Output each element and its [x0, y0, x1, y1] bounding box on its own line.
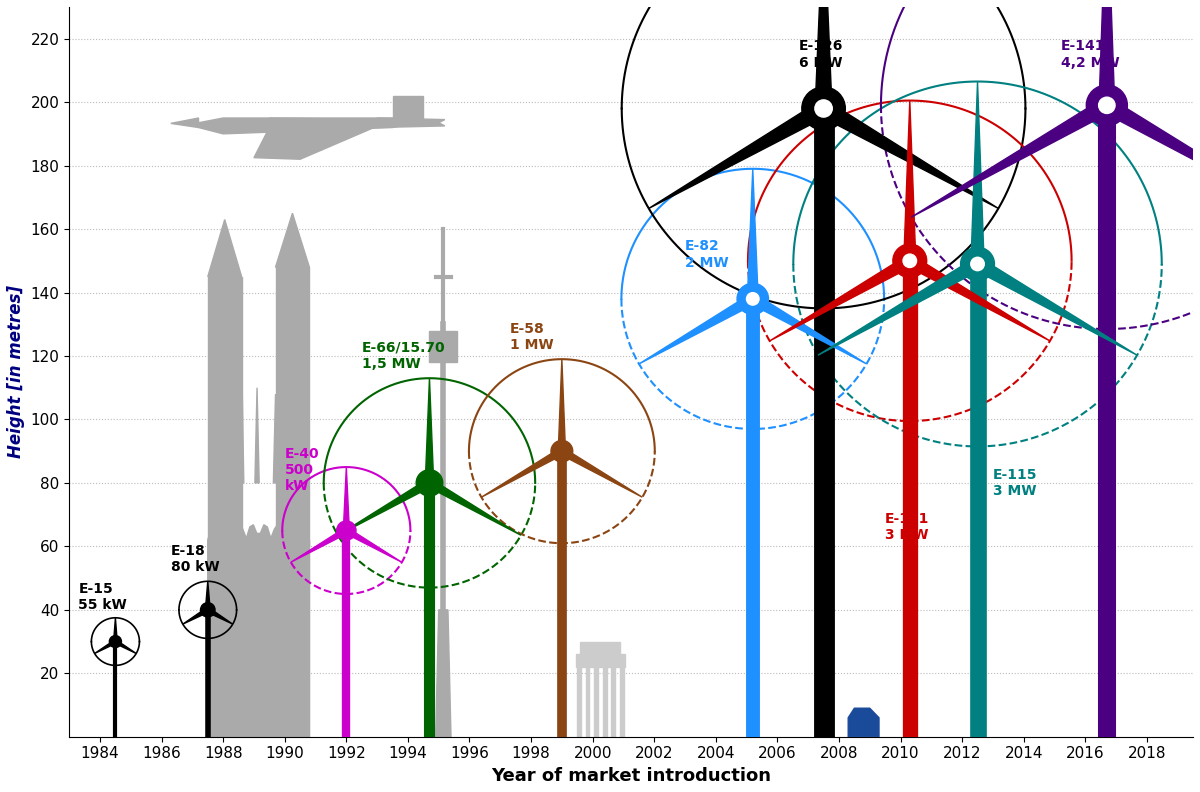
Ellipse shape [815, 100, 833, 117]
Polygon shape [911, 98, 1111, 217]
Polygon shape [558, 359, 565, 451]
Polygon shape [95, 640, 116, 653]
Polygon shape [577, 667, 581, 737]
Polygon shape [907, 256, 1050, 341]
Polygon shape [208, 524, 310, 737]
Polygon shape [276, 267, 310, 546]
Ellipse shape [737, 284, 768, 314]
Polygon shape [208, 540, 310, 737]
Polygon shape [971, 82, 984, 264]
Ellipse shape [746, 293, 760, 305]
Polygon shape [425, 379, 433, 483]
Polygon shape [240, 356, 244, 483]
Text: E-126
6 MW: E-126 6 MW [799, 40, 844, 70]
Ellipse shape [893, 244, 926, 277]
Polygon shape [581, 642, 620, 654]
Polygon shape [612, 667, 616, 737]
Text: E-40
500
kW: E-40 500 kW [284, 447, 319, 493]
Polygon shape [750, 294, 866, 364]
Text: E-82
2 MW: E-82 2 MW [685, 239, 728, 269]
Ellipse shape [961, 247, 995, 280]
Polygon shape [427, 479, 521, 535]
Ellipse shape [904, 254, 917, 268]
Ellipse shape [802, 87, 845, 130]
Text: E-66/15.70
1,5 MW: E-66/15.70 1,5 MW [361, 341, 445, 371]
Polygon shape [208, 219, 241, 276]
Polygon shape [1103, 98, 1200, 217]
Polygon shape [208, 276, 241, 546]
Text: E-58
1 MW: E-58 1 MW [510, 322, 553, 352]
Ellipse shape [337, 521, 356, 540]
Polygon shape [182, 607, 209, 624]
Polygon shape [638, 294, 756, 364]
Ellipse shape [551, 440, 572, 462]
Polygon shape [436, 610, 451, 737]
Polygon shape [344, 528, 402, 562]
Polygon shape [290, 145, 325, 150]
Polygon shape [769, 256, 913, 341]
Ellipse shape [416, 470, 443, 496]
Polygon shape [114, 640, 137, 653]
Polygon shape [206, 607, 233, 624]
Ellipse shape [200, 603, 215, 617]
Polygon shape [377, 123, 445, 128]
Polygon shape [820, 101, 998, 208]
Polygon shape [290, 528, 348, 562]
Polygon shape [198, 118, 414, 134]
Polygon shape [114, 618, 118, 642]
Ellipse shape [1086, 85, 1127, 126]
Polygon shape [338, 479, 432, 535]
Polygon shape [586, 667, 589, 737]
Text: E-15
55 kW: E-15 55 kW [78, 582, 127, 612]
Text: E-18
80 kW: E-18 80 kW [170, 544, 220, 574]
Y-axis label: Height [in metres]: Height [in metres] [7, 285, 25, 459]
Polygon shape [602, 667, 606, 737]
X-axis label: Year of market introduction: Year of market introduction [491, 767, 772, 785]
Polygon shape [560, 448, 642, 497]
Polygon shape [392, 96, 424, 123]
Polygon shape [274, 394, 277, 483]
Text: E-101
3 MW: E-101 3 MW [886, 512, 930, 543]
Polygon shape [343, 467, 349, 531]
Polygon shape [481, 448, 564, 497]
Text: E-141
4,2 MW: E-141 4,2 MW [1061, 40, 1120, 70]
Polygon shape [254, 388, 259, 483]
Polygon shape [377, 118, 445, 123]
Polygon shape [594, 667, 598, 737]
Text: E-115
3 MW: E-115 3 MW [992, 468, 1038, 498]
Polygon shape [1099, 0, 1115, 105]
Polygon shape [254, 118, 392, 159]
Polygon shape [748, 169, 758, 299]
Polygon shape [904, 101, 916, 261]
Polygon shape [576, 654, 625, 667]
Ellipse shape [971, 257, 984, 271]
Polygon shape [818, 258, 980, 355]
Polygon shape [430, 330, 457, 363]
Polygon shape [815, 0, 832, 109]
Polygon shape [170, 118, 198, 128]
Polygon shape [276, 213, 310, 267]
Polygon shape [620, 667, 624, 737]
Polygon shape [974, 258, 1138, 355]
Polygon shape [649, 101, 828, 208]
Polygon shape [205, 581, 210, 610]
Ellipse shape [1099, 97, 1115, 113]
Ellipse shape [109, 636, 121, 648]
Polygon shape [848, 708, 878, 737]
